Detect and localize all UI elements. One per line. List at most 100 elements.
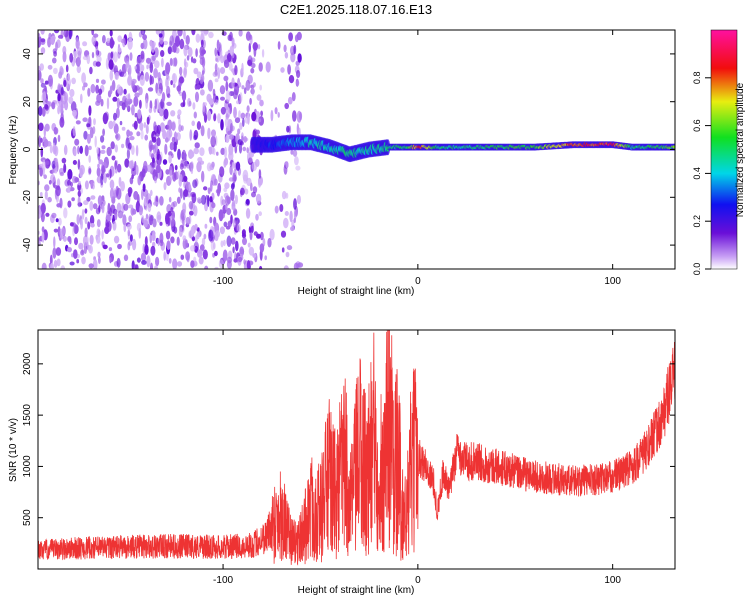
- noise-speckle: [234, 194, 238, 205]
- noise-speckle: [220, 119, 224, 131]
- noise-speckle: [257, 44, 261, 50]
- noise-speckle: [163, 108, 169, 120]
- noise-speckle: [287, 64, 291, 75]
- noise-speckle: [210, 181, 213, 192]
- noise-speckle: [292, 110, 297, 122]
- noise-speckle: [83, 200, 89, 206]
- noise-speckle: [74, 237, 78, 246]
- noise-speckle: [96, 93, 102, 104]
- noise-speckle: [96, 146, 100, 155]
- noise-speckle: [243, 87, 247, 95]
- noise-speckle: [248, 42, 251, 53]
- noise-speckle: [40, 47, 46, 55]
- noise-speckle: [125, 94, 131, 102]
- noise-speckle: [116, 163, 122, 173]
- noise-speckle: [167, 119, 173, 131]
- noise-speckle: [183, 66, 188, 76]
- noise-speckle: [179, 188, 183, 199]
- noise-speckle: [226, 235, 232, 248]
- noise-speckle: [69, 261, 75, 266]
- noise-speckle: [109, 36, 114, 49]
- noise-speckle: [203, 112, 208, 123]
- noise-speckle: [163, 182, 167, 191]
- noise-speckle: [234, 144, 238, 154]
- noise-speckle: [117, 35, 122, 43]
- noise-speckle: [172, 172, 177, 182]
- noise-speckle: [206, 162, 212, 172]
- noise-speckle: [139, 122, 144, 131]
- noise-speckle: [116, 97, 120, 109]
- noise-speckle: [69, 222, 74, 227]
- noise-speckle: [168, 154, 172, 164]
- noise-speckle: [284, 52, 289, 59]
- noise-speckle: [38, 105, 43, 117]
- noise-speckle: [194, 223, 198, 230]
- noise-speckle: [233, 106, 237, 119]
- noise-speckle: [208, 229, 214, 242]
- noise-speckle: [152, 218, 157, 228]
- noise-speckle: [246, 147, 249, 154]
- noise-speckle: [223, 187, 228, 193]
- noise-speckle: [228, 62, 233, 71]
- noise-speckle: [79, 164, 85, 175]
- noise-speckle: [154, 47, 159, 58]
- noise-speckle: [95, 84, 99, 94]
- noise-speckle: [290, 52, 296, 63]
- noise-speckle: [122, 214, 127, 226]
- noise-speckle: [237, 256, 243, 263]
- noise-speckle: [126, 148, 130, 160]
- noise-speckle: [74, 138, 80, 146]
- noise-speckle: [107, 202, 111, 215]
- noise-speckle: [55, 218, 59, 223]
- noise-speckle: [67, 185, 71, 193]
- noise-speckle: [95, 207, 101, 215]
- noise-speckle: [40, 82, 46, 88]
- noise-speckle: [77, 159, 81, 170]
- noise-speckle: [148, 107, 153, 114]
- noise-speckle: [200, 30, 204, 33]
- y-tick-label: 0: [22, 146, 33, 152]
- noise-speckle: [98, 256, 101, 264]
- noise-speckle: [194, 142, 200, 149]
- noise-speckle: [187, 47, 193, 57]
- noise-speckle: [110, 141, 115, 150]
- noise-speckle: [177, 30, 183, 37]
- noise-speckle: [177, 114, 181, 120]
- noise-speckle: [119, 71, 124, 77]
- noise-speckle: [155, 256, 160, 267]
- noise-speckle: [164, 137, 169, 143]
- noise-speckle: [209, 196, 213, 203]
- noise-speckle: [100, 173, 104, 186]
- noise-speckle: [225, 225, 231, 230]
- noise-speckle: [182, 99, 186, 108]
- noise-speckle: [183, 30, 186, 40]
- noise-speckle: [86, 123, 91, 128]
- noise-speckle: [128, 131, 133, 137]
- noise-speckle: [101, 165, 105, 175]
- noise-speckle: [239, 248, 245, 254]
- x-tick-label: 100: [604, 575, 621, 586]
- noise-speckle: [47, 37, 52, 48]
- noise-speckle: [81, 256, 86, 265]
- noise-speckle: [165, 230, 171, 240]
- noise-speckle: [57, 93, 61, 102]
- noise-speckle: [100, 135, 105, 143]
- noise-speckle: [292, 149, 298, 157]
- noise-speckle: [57, 105, 60, 115]
- noise-speckle: [59, 116, 65, 128]
- noise-speckle: [102, 128, 105, 137]
- noise-speckle: [144, 236, 148, 247]
- noise-speckle: [172, 83, 176, 88]
- noise-speckle: [148, 140, 153, 152]
- noise-speckle: [164, 143, 168, 155]
- noise-speckle: [183, 189, 189, 197]
- noise-speckle: [124, 158, 130, 168]
- noise-speckle: [168, 151, 173, 157]
- noise-speckle: [288, 75, 295, 84]
- noise-speckle: [217, 42, 222, 53]
- noise-speckle: [60, 265, 66, 269]
- noise-speckle: [228, 134, 235, 140]
- noise-speckle: [114, 71, 120, 81]
- noise-speckle: [97, 195, 103, 206]
- noise-speckle: [178, 124, 182, 132]
